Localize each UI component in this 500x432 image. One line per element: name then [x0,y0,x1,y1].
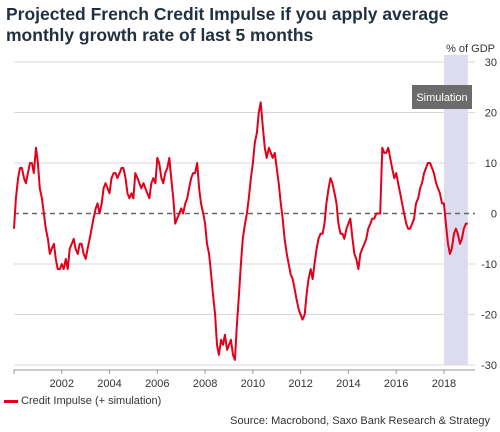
title-line-2: monthly growth rate of last 5 months [6,25,314,45]
simulation-annotation: Simulation [412,85,472,109]
y-tick-label: -30 [481,360,497,372]
y-unit-label: % of GDP [446,43,495,55]
x-tick-label: 2010 [241,378,265,390]
x-tick-label: 2006 [145,378,169,390]
x-tick-label: 2014 [336,378,360,390]
x-tick-label: 2008 [193,378,217,390]
legend: Credit Impulse (+ simulation) [4,395,161,407]
simulation-label: Simulation [416,92,467,104]
x-tick-label: 2018 [432,378,456,390]
legend-swatch [4,399,18,403]
simulation-label-box [412,85,472,109]
legend-label: Credit Impulse (+ simulation) [21,395,162,407]
y-tick-label: 30 [485,57,497,69]
chart-title: Projected French Credit Impulse if you a… [6,4,494,46]
simulation-band [443,55,468,365]
x-tick-label: 2016 [384,378,408,390]
gridlines [14,61,475,366]
x-tick-label: 2004 [97,378,121,390]
series-line-credit-impulse [13,101,468,361]
y-tick-label: 10 [485,158,497,170]
source-note: Source: Macrobond, Saxo Bank Research & … [230,415,490,427]
x-tick-label: 2002 [50,378,74,390]
title-line-1: Projected French Credit Impulse if you a… [6,4,449,24]
x-tick-label: 2012 [288,378,312,390]
y-tick-label: 0 [491,209,497,221]
y-tick-label: -10 [481,259,497,271]
y-tick-label: -20 [481,310,497,322]
x-axis-ticks: 2002 2004 2006 2008 2010 2012 2014 2016 2018 [13,370,456,390]
y-tick-label: 20 [485,108,497,120]
y-axis-ticks: 30 20 10 0 -10 -20 -30 [481,57,497,372]
